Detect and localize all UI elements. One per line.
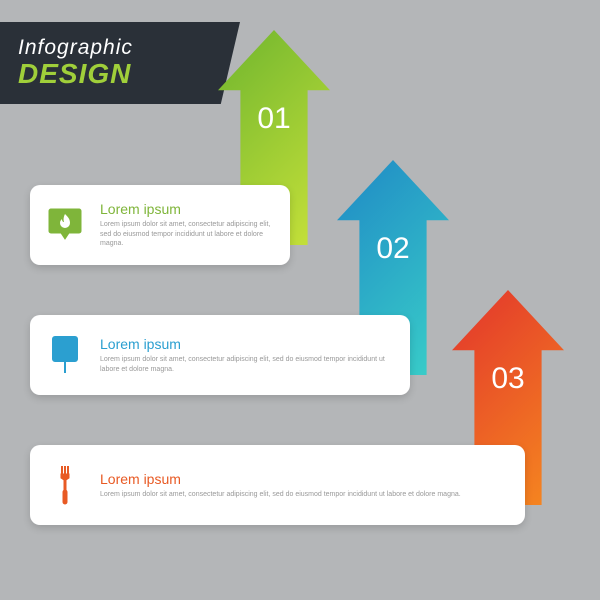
step-title-2: Lorem ipsum [100, 336, 398, 352]
header-line-2: DESIGN [18, 60, 222, 88]
step-number-1: 01 [257, 102, 290, 136]
header-banner: Infographic DESIGN [0, 22, 240, 104]
step-title-3: Lorem ipsum [100, 471, 513, 487]
step-body-3: Lorem ipsum dolor sit amet, consectetur … [100, 490, 513, 499]
step-title-1: Lorem ipsum [100, 201, 278, 217]
fork-icon [30, 464, 100, 506]
step-number-3: 03 [491, 362, 524, 396]
step-body-2: Lorem ipsum dolor sit amet, consectetur … [100, 355, 398, 374]
fire-pin-icon [30, 207, 100, 243]
header-line-1: Infographic [18, 36, 222, 60]
grill-net-icon [30, 335, 100, 375]
step-number-2: 02 [376, 232, 409, 266]
step-bar-1: Lorem ipsum Lorem ipsum dolor sit amet, … [30, 185, 290, 265]
step-body-1: Lorem ipsum dolor sit amet, consectetur … [100, 220, 278, 248]
step-bar-2: Lorem ipsum Lorem ipsum dolor sit amet, … [30, 315, 410, 395]
step-bar-3: Lorem ipsum Lorem ipsum dolor sit amet, … [30, 445, 525, 525]
